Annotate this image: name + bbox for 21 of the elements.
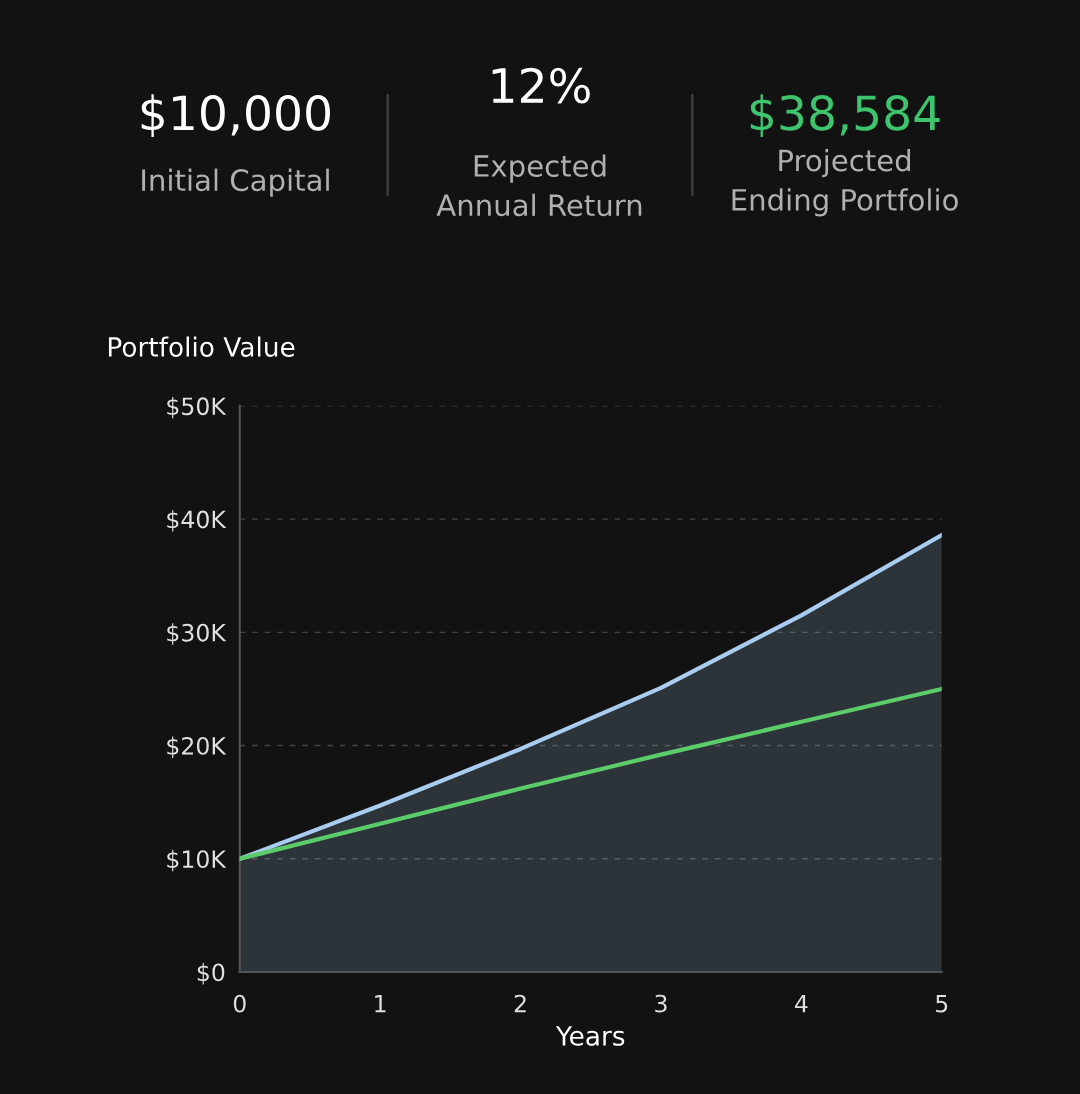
y-tick-label: $50K <box>167 396 227 419</box>
x-tick-label: 3 <box>655 994 667 1013</box>
y-tick-label: $0 <box>197 963 225 985</box>
x-tick-label: 2 <box>514 994 526 1013</box>
y-tick-label: $40K <box>167 510 227 532</box>
text: Expected Annual Return <box>436 154 642 217</box>
text: $38,584 <box>750 94 940 138</box>
y-tick-label: $30K <box>167 623 227 645</box>
text: Initial Capital <box>142 168 329 197</box>
x-tick-label: 4 <box>795 994 808 1013</box>
text: 12% <box>492 67 590 104</box>
y-tick-label: $10K <box>167 849 227 872</box>
x-tick-label: 5 <box>936 994 948 1013</box>
text: $10,000 <box>141 94 330 138</box>
y-axis-title: Portfolio Value <box>108 336 295 357</box>
x-axis-title: Years <box>555 1026 625 1046</box>
text: Projected Ending Portfolio <box>732 148 958 217</box>
x-tick-label: 0 <box>233 994 246 1013</box>
y-tick-label: $20K <box>167 736 227 758</box>
x-tick-label: 1 <box>375 994 386 1013</box>
line-series <box>239 686 942 861</box>
